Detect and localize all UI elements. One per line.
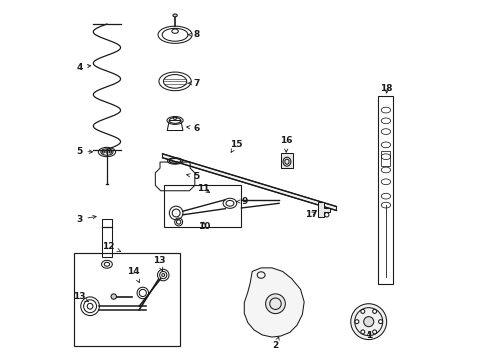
Text: 5: 5 <box>187 172 200 181</box>
Text: 15: 15 <box>230 140 242 152</box>
Text: 9: 9 <box>236 197 248 206</box>
Polygon shape <box>163 154 337 211</box>
Text: 3: 3 <box>76 215 96 224</box>
Ellipse shape <box>173 14 177 17</box>
Text: 13: 13 <box>73 292 89 302</box>
Ellipse shape <box>373 330 377 334</box>
Text: 16: 16 <box>280 136 293 152</box>
Text: 10: 10 <box>197 222 210 231</box>
Bar <box>102 220 112 257</box>
Text: 6: 6 <box>187 123 200 132</box>
Text: 17: 17 <box>305 210 318 219</box>
Text: 12: 12 <box>102 242 121 252</box>
Text: 5: 5 <box>76 147 93 156</box>
Polygon shape <box>245 268 304 337</box>
Text: 13: 13 <box>153 256 165 271</box>
Bar <box>378 96 393 284</box>
Ellipse shape <box>266 294 285 314</box>
Bar <box>164 185 242 226</box>
Text: 18: 18 <box>380 84 393 93</box>
Text: 1: 1 <box>366 332 372 341</box>
Text: 7: 7 <box>188 79 200 88</box>
Ellipse shape <box>111 294 117 299</box>
Bar <box>280 153 294 168</box>
Text: 4: 4 <box>76 63 91 72</box>
Ellipse shape <box>364 317 374 327</box>
Ellipse shape <box>373 310 377 313</box>
Ellipse shape <box>361 330 365 334</box>
Polygon shape <box>318 202 330 217</box>
Text: 14: 14 <box>127 267 140 283</box>
Bar <box>74 253 180 346</box>
Ellipse shape <box>351 304 387 339</box>
Bar <box>381 151 390 166</box>
Text: 8: 8 <box>188 30 200 39</box>
Ellipse shape <box>355 320 359 324</box>
Ellipse shape <box>361 310 365 313</box>
Text: 11: 11 <box>197 184 210 193</box>
Text: 2: 2 <box>272 337 279 350</box>
Ellipse shape <box>379 320 383 324</box>
